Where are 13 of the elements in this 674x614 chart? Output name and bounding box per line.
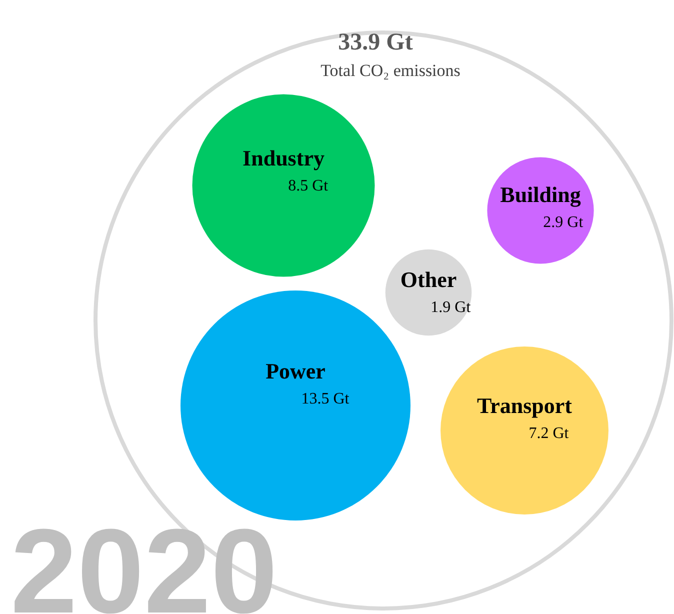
data-label: 1.9 Gt xyxy=(430,299,472,316)
text: 33.9 Gt xyxy=(338,30,413,56)
data-label: 13.5 Gt xyxy=(301,390,350,408)
category-label: Power xyxy=(266,358,326,384)
data-label: 8.5 Gt xyxy=(288,178,329,195)
text: Total CO₂ emissions xyxy=(320,61,460,80)
data-label: 2.9 Gt xyxy=(543,214,584,232)
category-label: Industry xyxy=(242,146,324,171)
category-label: Building xyxy=(500,182,581,208)
category-label: Other xyxy=(400,267,457,292)
text: 2020 xyxy=(10,504,278,614)
data-label: 7.2 Gt xyxy=(528,424,570,442)
category-label: Transport xyxy=(477,392,573,418)
